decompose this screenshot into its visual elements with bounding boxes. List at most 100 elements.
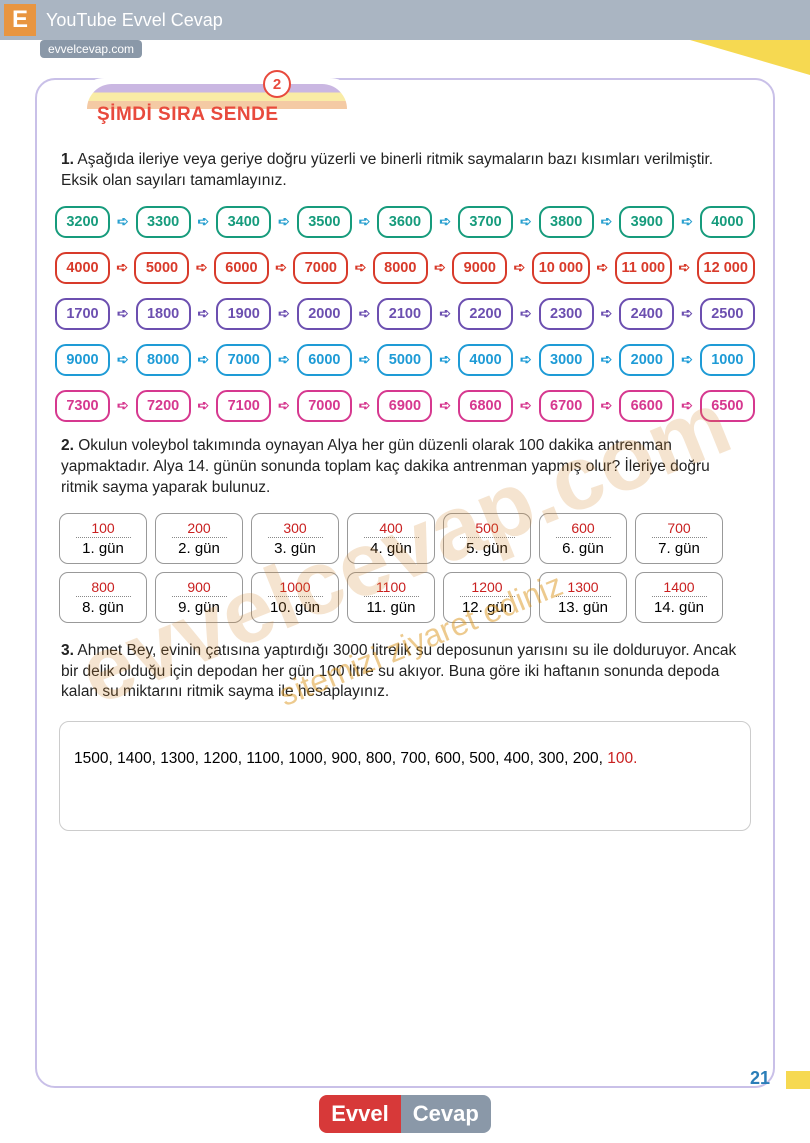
arrow-icon: ➪ bbox=[439, 305, 451, 322]
arrow-icon: ➪ bbox=[278, 305, 290, 322]
answer-3-box: 1500, 1400, 1300, 1200, 1100, 1000, 900,… bbox=[59, 721, 751, 831]
arrow-icon: ➪ bbox=[355, 259, 367, 276]
day-label: 3. gün bbox=[260, 540, 330, 557]
day-value: 500 bbox=[460, 520, 515, 538]
number-box: 6000 bbox=[214, 252, 269, 284]
number-box: 1700 bbox=[55, 298, 110, 330]
arrow-icon: ➪ bbox=[359, 305, 371, 322]
arrow-icon: ➪ bbox=[359, 351, 371, 368]
arrow-icon: ➪ bbox=[678, 259, 690, 276]
footer-logo: Evvel Cevap bbox=[319, 1095, 491, 1133]
day-value: 300 bbox=[268, 520, 323, 538]
number-box: 6600 bbox=[619, 390, 674, 422]
day-label: 4. gün bbox=[356, 540, 426, 557]
answer-3-last: 100. bbox=[607, 750, 637, 767]
arrow-icon: ➪ bbox=[278, 351, 290, 368]
number-box: 3400 bbox=[216, 206, 271, 238]
number-box: 3900 bbox=[619, 206, 674, 238]
arrow-icon: ➪ bbox=[278, 213, 290, 230]
arrow-icon: ➪ bbox=[359, 213, 371, 230]
day-label: 7. gün bbox=[644, 540, 714, 557]
arrow-icon: ➪ bbox=[439, 213, 451, 230]
number-box: 6700 bbox=[539, 390, 594, 422]
day-label: 5. gün bbox=[452, 540, 522, 557]
number-box: 6500 bbox=[700, 390, 755, 422]
arrow-icon: ➪ bbox=[520, 213, 532, 230]
top-bar: E YouTube Evvel Cevap bbox=[0, 0, 810, 40]
arrow-icon: ➪ bbox=[117, 351, 129, 368]
day-box: 4004. gün bbox=[347, 513, 435, 564]
q1-text: Aşağıda ileriye veya geriye doğru yüzerl… bbox=[61, 151, 713, 189]
q2-text: Okulun voleybol takımında oynayan Alya h… bbox=[61, 437, 710, 496]
footer-p1: Evvel bbox=[319, 1095, 401, 1133]
arrow-icon: ➪ bbox=[439, 397, 451, 414]
number-box: 2100 bbox=[377, 298, 432, 330]
day-box: 8008. gün bbox=[59, 572, 147, 623]
day-box: 1400 14. gün bbox=[635, 572, 723, 623]
header-badge: E bbox=[4, 4, 36, 36]
arrow-icon: ➪ bbox=[601, 397, 613, 414]
day-value: 200 bbox=[172, 520, 227, 538]
footer-p2: Cevap bbox=[401, 1095, 491, 1133]
number-box: 4000 bbox=[55, 252, 110, 284]
day-box: 110011. gün bbox=[347, 572, 435, 623]
day-grid: 1001. gün2002. gün3003. gün4004. gün5005… bbox=[59, 513, 751, 623]
arrow-icon: ➪ bbox=[434, 259, 446, 276]
worksheet-page: 2 ŞİMDİ SIRA SENDE 1. Aşağıda ileriye ve… bbox=[35, 78, 775, 1088]
day-value: 800 bbox=[76, 579, 131, 597]
arrow-icon: ➪ bbox=[520, 305, 532, 322]
day-box: 300 3. gün bbox=[251, 513, 339, 564]
sequence-row: 7300➪7200➪7100➪7000➪6900➪6800➪6700➪6600➪… bbox=[55, 390, 755, 422]
day-value: 700 bbox=[652, 520, 707, 538]
number-box: 9000 bbox=[55, 344, 110, 376]
day-box: 1200 12. gün bbox=[443, 572, 531, 623]
day-box: 6006. gün bbox=[539, 513, 627, 564]
title-text: ŞİMDİ SIRA SENDE bbox=[97, 104, 279, 126]
number-box: 7000 bbox=[293, 252, 348, 284]
day-label: 1. gün bbox=[68, 540, 138, 557]
corner-decoration bbox=[690, 40, 810, 75]
arrow-icon: ➪ bbox=[514, 259, 526, 276]
day-label: 13. gün bbox=[548, 599, 618, 616]
number-box: 1800 bbox=[136, 298, 191, 330]
question-3: 3. Ahmet Bey, evinin çatısına yaptırdığı… bbox=[61, 641, 749, 704]
q3-num: 3. bbox=[61, 642, 74, 659]
day-value: 1400 bbox=[652, 579, 707, 597]
day-value: 600 bbox=[556, 520, 611, 538]
arrow-icon: ➪ bbox=[117, 213, 129, 230]
number-box: 2400 bbox=[619, 298, 674, 330]
header-youtube: YouTube Evvel Cevap bbox=[46, 10, 223, 31]
number-box: 7000 bbox=[297, 390, 352, 422]
number-box: 6800 bbox=[458, 390, 513, 422]
arrow-icon: ➪ bbox=[117, 397, 129, 414]
number-box: 5000 bbox=[377, 344, 432, 376]
arrow-icon: ➪ bbox=[117, 305, 129, 322]
number-box: 6900 bbox=[377, 390, 432, 422]
day-label: 9. gün bbox=[164, 599, 234, 616]
sequence-row: 1700➪1800➪1900➪2000➪2100➪2200➪2300➪2400➪… bbox=[55, 298, 755, 330]
footer: Evvel Cevap bbox=[0, 1095, 810, 1133]
header-site: evvelcevap.com bbox=[40, 40, 142, 58]
day-label: 2. gün bbox=[164, 540, 234, 557]
day-box: 900 9. gün bbox=[155, 572, 243, 623]
answer-3-seq: 1500, 1400, 1300, 1200, 1100, 1000, 900,… bbox=[74, 750, 607, 767]
number-box: 1000 bbox=[700, 344, 755, 376]
corner-decoration-br bbox=[786, 1071, 810, 1089]
number-box: 5000 bbox=[134, 252, 189, 284]
number-box: 2300 bbox=[539, 298, 594, 330]
arrow-icon: ➪ bbox=[520, 397, 532, 414]
day-value: 1200 bbox=[460, 579, 515, 597]
arrow-icon: ➪ bbox=[275, 259, 287, 276]
day-box: 500 5. gün bbox=[443, 513, 531, 564]
number-box: 7100 bbox=[216, 390, 271, 422]
number-box: 3300 bbox=[136, 206, 191, 238]
day-label: 14. gün bbox=[644, 599, 714, 616]
day-label: 12. gün bbox=[452, 599, 522, 616]
title-number: 2 bbox=[263, 70, 291, 98]
number-box: 11 000 bbox=[615, 252, 673, 284]
day-value: 1300 bbox=[556, 579, 611, 597]
day-label: 11. gün bbox=[356, 599, 426, 616]
number-box: 7300 bbox=[55, 390, 110, 422]
day-value: 900 bbox=[172, 579, 227, 597]
number-sequences: 3200➪3300➪3400➪3500➪3600➪3700➪3800➪3900➪… bbox=[55, 206, 755, 422]
